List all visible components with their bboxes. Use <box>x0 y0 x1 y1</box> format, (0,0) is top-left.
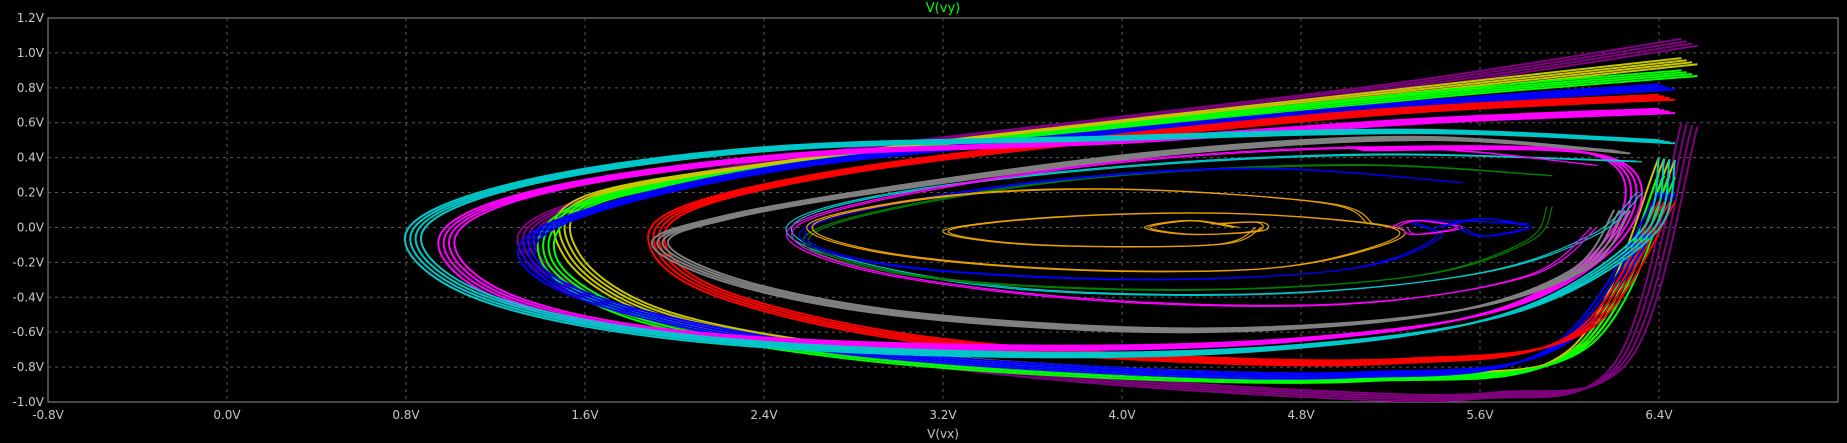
trajectory-line <box>419 132 1677 354</box>
trajectory-line <box>447 110 1670 349</box>
trajectory-line <box>808 164 1554 291</box>
trajectory-line <box>791 147 1598 306</box>
trajectory-line <box>1440 218 1531 237</box>
x-tick-label: 3.2V <box>929 408 957 422</box>
trajectory-series-7 <box>403 128 1677 359</box>
y-tick-label: -0.2V <box>12 255 44 269</box>
trajectory-line <box>663 98 1676 362</box>
x-tick-label: 6.4V <box>1645 408 1673 422</box>
y-tick-label: 0.8V <box>17 81 45 95</box>
y-tick-label: 0.6V <box>17 116 45 130</box>
trajectory-series-15 <box>1435 218 1531 237</box>
trajectory-series-9 <box>802 163 1554 291</box>
y-tick-label: 0.2V <box>17 186 45 200</box>
y-tick-label: 0.4V <box>17 151 45 165</box>
trajectory-series-4 <box>647 93 1676 367</box>
trajectory-series-6 <box>650 135 1632 334</box>
chart-title: V(vy) <box>926 1 960 16</box>
x-tick-label: 1.6V <box>571 408 599 422</box>
y-tick-label: 1.2V <box>17 11 45 25</box>
trajectory-series-10 <box>785 146 1598 307</box>
x-tick-label: 4.8V <box>1287 408 1315 422</box>
trajectory-line <box>652 95 1666 365</box>
trajectory-line <box>811 188 1406 272</box>
trajectory-line <box>1435 218 1526 237</box>
trajectory-series-8 <box>785 153 1643 296</box>
trajectory-line <box>799 167 1525 281</box>
trajectory-line <box>516 83 1660 380</box>
trajectory-series-11 <box>799 167 1531 281</box>
y-tick-label: 1.0V <box>17 46 45 60</box>
y-tick-label: -0.6V <box>12 325 44 339</box>
y-tick-label: -0.8V <box>12 360 44 374</box>
trajectory-line <box>790 154 1643 296</box>
x-axis-label: V(vx) <box>927 427 959 441</box>
trajectory-series-12 <box>806 188 1406 273</box>
x-tick-label: 4.0V <box>1108 408 1136 422</box>
x-tick-label: 5.6V <box>1466 408 1494 422</box>
trajectory-line <box>522 85 1666 378</box>
trajectory-line <box>647 93 1660 367</box>
y-tick-label: 0.0V <box>17 220 45 234</box>
x-tick-label: 2.4V <box>750 408 778 422</box>
x-tick-label: -0.8V <box>32 408 64 422</box>
trajectory-line <box>1149 219 1270 236</box>
trajectory-line <box>667 138 1632 330</box>
y-tick-label: -1.0V <box>12 395 44 409</box>
y-tick-label: -0.4V <box>12 290 44 304</box>
x-tick-label: 0.0V <box>213 408 241 422</box>
trajectory-line <box>453 112 1676 347</box>
trajectory-line <box>804 168 1531 280</box>
x-tick-label: 0.8V <box>392 408 420 422</box>
trajectory-series-13 <box>1143 219 1270 236</box>
trajectory-line <box>657 97 1671 364</box>
